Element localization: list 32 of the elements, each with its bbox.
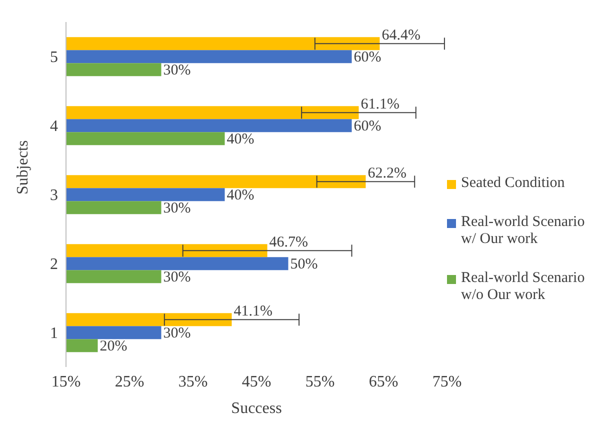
x-tick-label: 75% — [432, 373, 462, 390]
y-axis-title: Subjects — [14, 140, 32, 194]
x-tick-label: 15% — [51, 373, 81, 390]
data-label: 20% — [100, 338, 128, 355]
x-tick-label: 25% — [114, 373, 144, 390]
legend-label: Seated Condition — [461, 175, 565, 192]
data-label: 60% — [354, 50, 382, 66]
y-tick-label: 5 — [50, 49, 58, 66]
y-tick-label: 3 — [50, 187, 58, 204]
legend-label: Real-world Scenario w/o Our work — [461, 270, 586, 304]
y-tick-label: 1 — [50, 325, 58, 342]
x-tick-label: 35% — [178, 373, 208, 390]
data-label: 40% — [226, 188, 254, 204]
data-label: 30% — [163, 326, 191, 342]
data-label: 61.1% — [360, 96, 400, 113]
legend-label: Real-world Scenario w/ Our work — [461, 214, 586, 248]
data-label: 30% — [163, 200, 191, 217]
data-label: 30% — [163, 270, 191, 286]
x-tick-label: 55% — [305, 373, 335, 390]
data-label: 64.4% — [382, 28, 420, 44]
x-axis-title: Success — [231, 400, 282, 417]
data-label: 60% — [354, 118, 382, 135]
data-label: 50% — [290, 256, 318, 273]
data-label: 30% — [163, 62, 191, 79]
data-label: 62.2% — [368, 166, 406, 182]
y-tick-label: 4 — [50, 118, 58, 136]
x-tick-label: 65% — [368, 373, 398, 390]
data-label: 41.1% — [234, 304, 272, 320]
y-tick-label: 2 — [50, 256, 58, 274]
data-label: 40% — [226, 132, 254, 148]
data-label: 46.7% — [269, 234, 308, 251]
x-tick-label: 45% — [242, 373, 272, 390]
